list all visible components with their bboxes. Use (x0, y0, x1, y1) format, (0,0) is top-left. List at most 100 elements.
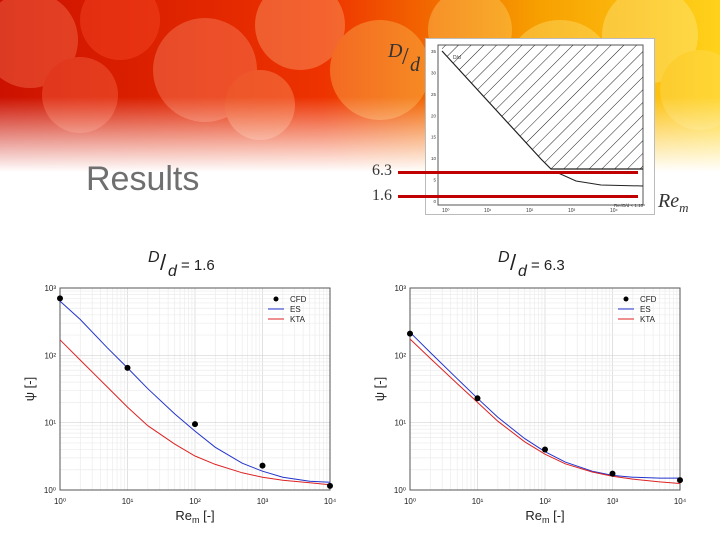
data-point-cfd (609, 470, 616, 477)
stability-map-inset: 0 5 10 15 20 25 30 35 10⁰ 10¹ 10² 10³ 10⁴ D/d Re√D/… (425, 38, 655, 215)
series-line-kta (409, 338, 681, 484)
unstable-region (442, 45, 643, 169)
plot-frame (409, 287, 681, 491)
x-axis-label-sub: m (192, 515, 200, 525)
chart-left: D / d = 1.6 10⁰ 10¹ 10² 10³ 10⁴ 10⁰ 10¹ 10² 10³ Rem [… (22, 249, 337, 525)
chart-right: D / d = 6.3 10⁰ 10¹ 10² 10³ 10⁴ 10⁰ 10¹ 10² 10³ Rem [… (372, 249, 687, 525)
inset-xlabel: Rem (658, 190, 688, 216)
data-point-cfd (57, 295, 63, 302)
x-axis-label-main: Re (175, 508, 192, 523)
x-tick-label: 10² (539, 497, 551, 506)
inset-y-unit: D/d (453, 55, 461, 61)
legend-label-cfd: CFD (290, 295, 307, 304)
title-value: = 6.3 (531, 257, 565, 274)
y-tick-label: 10¹ (44, 419, 56, 428)
inset-y-tick: 15 (431, 135, 437, 140)
y-axis-label: ψ [-] (372, 377, 387, 401)
level-label-high: 6.3 (372, 162, 392, 179)
x-tick-label: 10³ (257, 497, 269, 506)
boundary-curve (441, 50, 643, 170)
legend-label-cfd: CFD (640, 295, 657, 304)
inset-y-ticks: 0 5 10 15 20 25 30 35 (431, 49, 437, 204)
y-tick-label: 10³ (394, 284, 406, 293)
y-tick-label: 10⁰ (44, 486, 56, 495)
lower-curve (555, 171, 644, 187)
title-d: d (518, 263, 528, 280)
title-D: D (498, 249, 510, 266)
inset-y-tick: 20 (431, 113, 437, 118)
inset-x-tick: 10² (526, 208, 534, 214)
x-axis-label-unit: [-] (199, 508, 214, 523)
title-slash: / (510, 250, 517, 275)
series-line-kta (59, 339, 331, 486)
y-tick-label: 10² (44, 351, 56, 360)
data-point-cfd (474, 395, 481, 402)
legend-marker-cfd (273, 296, 279, 302)
slide-title: Results (86, 160, 200, 198)
legend-label-es: ES (290, 305, 301, 314)
legend-label-kta: KTA (640, 315, 656, 324)
inset-x-note: Re√D/d < 1.10⁴ (614, 203, 645, 208)
inset-x-ticks: 10⁰ 10¹ 10² 10³ 10⁴ (442, 208, 618, 214)
ratio-slash: / (402, 44, 409, 70)
y-tick-label: 10⁰ (394, 486, 406, 495)
inset-xlabel-main: Re (658, 190, 680, 212)
data-point-cfd (327, 482, 333, 489)
inset-plot (437, 44, 644, 206)
legend-label-es: ES (640, 305, 651, 314)
chart-title: D / d = 6.3 (498, 249, 565, 280)
inset-y-tick: 0 (433, 199, 436, 204)
inset-y-tick: 30 (431, 70, 437, 75)
x-tick-label: 10¹ (122, 497, 134, 506)
level-line-low (398, 195, 638, 198)
inset-xlabel-sub: m (679, 200, 689, 215)
x-axis-label: Rem [-] (525, 508, 564, 525)
data-point-cfd (124, 364, 131, 371)
chart-title: D / d = 1.6 (148, 249, 215, 280)
data-point-cfd (192, 421, 198, 428)
ratio-label-overlay: D / d (388, 40, 424, 80)
x-tick-label: 10¹ (472, 497, 484, 506)
inset-y-tick: 10 (431, 156, 437, 161)
series-line-es (59, 300, 331, 483)
y-tick-label: 10² (394, 351, 406, 360)
inset-x-tick: 10³ (568, 208, 576, 214)
data-point-cfd (259, 462, 266, 469)
inset-y-tick: 25 (431, 92, 437, 97)
x-axis-label: Rem [-] (175, 508, 214, 525)
title-d: d (168, 263, 178, 280)
x-tick-label: 10⁴ (674, 497, 687, 506)
legend-marker-cfd (623, 296, 629, 302)
x-tick-label: 10⁴ (324, 497, 337, 506)
inset-y-tick: 35 (431, 49, 437, 54)
x-tick-label: 10³ (607, 497, 619, 506)
data-point-cfd (542, 446, 548, 453)
ratio-D: D (388, 40, 403, 62)
inset-y-tick: 5 (433, 178, 436, 183)
y-axis-label: ψ [-] (22, 377, 37, 401)
title-D: D (148, 249, 160, 266)
ratio-d: d (410, 54, 420, 76)
level-label-low: 1.6 (372, 187, 392, 204)
title-slash: / (160, 250, 167, 275)
x-axis-label-sub: m (542, 515, 550, 525)
data-point-cfd (407, 330, 413, 337)
x-tick-label: 10⁰ (54, 497, 66, 506)
plot-frame (59, 287, 331, 491)
inset-x-tick: 10⁴ (610, 208, 618, 214)
data-point-cfd (677, 477, 683, 484)
level-line-high (398, 171, 638, 174)
x-tick-label: 10² (189, 497, 201, 506)
inset-x-tick: 10⁰ (442, 208, 450, 214)
legend-label-kta: KTA (290, 315, 306, 324)
x-axis-label-unit: [-] (549, 508, 564, 523)
inset-x-tick: 10¹ (484, 208, 492, 214)
grid (59, 287, 331, 491)
x-axis-label-main: Re (525, 508, 542, 523)
y-tick-label: 10³ (44, 284, 56, 293)
title-value: = 1.6 (181, 257, 215, 274)
x-tick-label: 10⁰ (404, 497, 416, 506)
y-tick-label: 10¹ (394, 419, 406, 428)
